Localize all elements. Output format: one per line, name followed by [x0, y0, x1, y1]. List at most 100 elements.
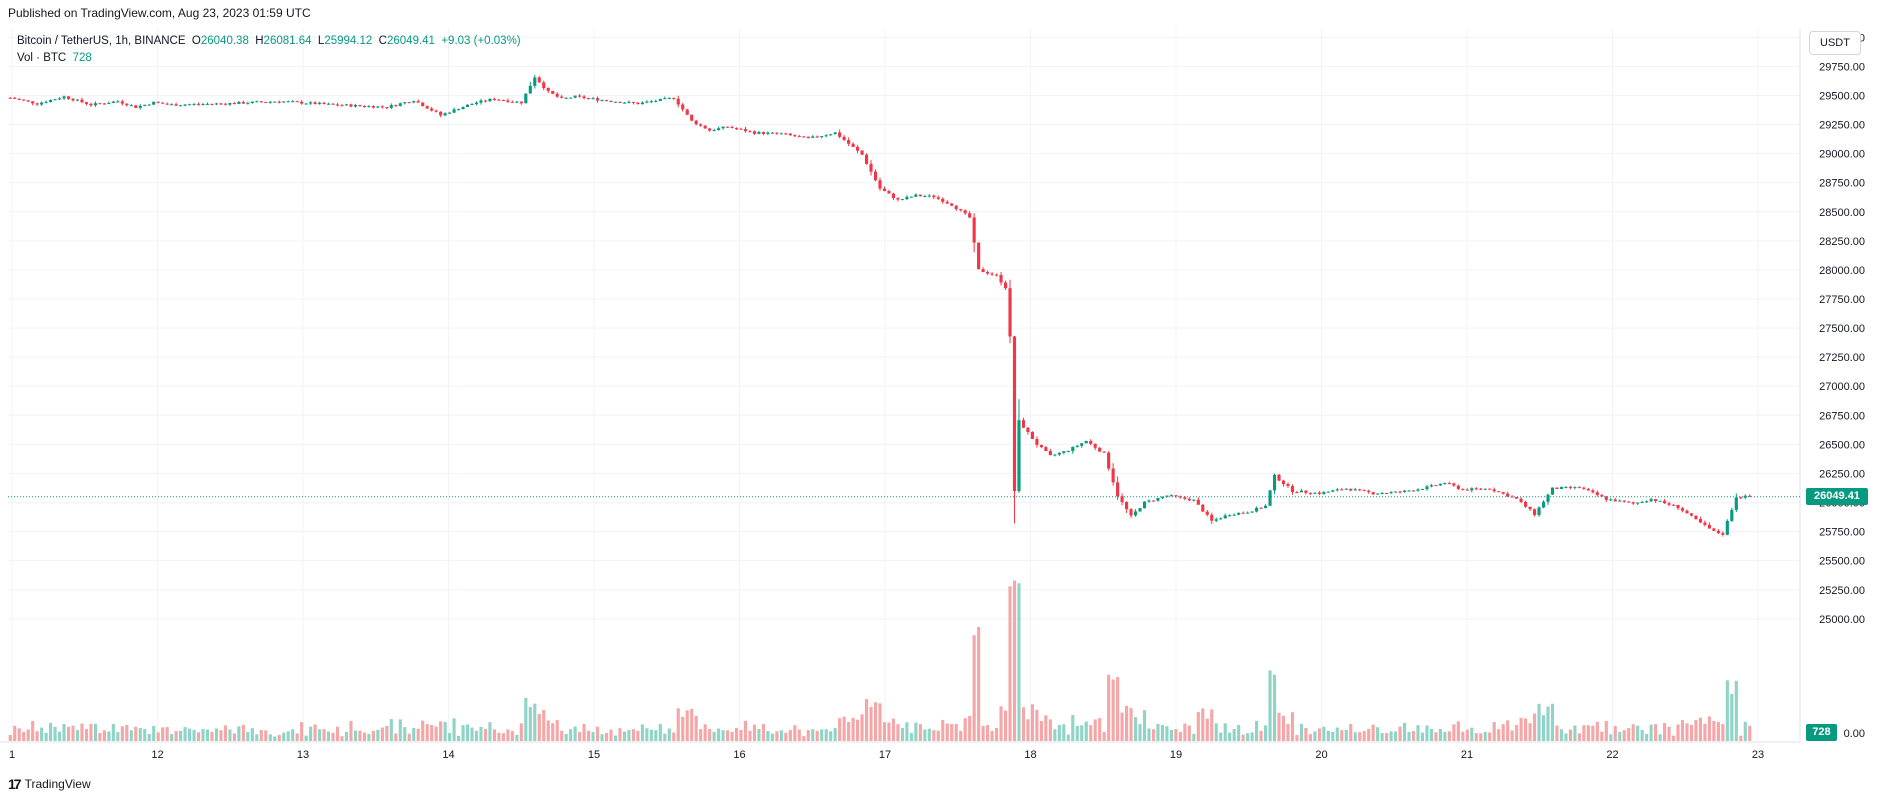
volume-bar: [1138, 724, 1142, 741]
candle-body: [1174, 495, 1178, 497]
candle-body: [1210, 514, 1214, 521]
candle-body: [1680, 508, 1685, 511]
x-tick-label: 20: [1315, 749, 1327, 761]
volume-bar: [775, 731, 779, 741]
published-caption: Published on TradingView.com, Aug 23, 20…: [8, 6, 311, 20]
volume-bar: [1595, 721, 1599, 741]
volume-bar: [600, 734, 604, 741]
candle-body: [483, 100, 488, 102]
volume-bar: [1434, 732, 1438, 741]
volume-bar: [1178, 732, 1182, 741]
volume-bar: [264, 730, 268, 741]
volume-bar: [1165, 726, 1169, 741]
candle-body: [788, 133, 792, 136]
candle-body: [708, 128, 712, 131]
candle-body: [335, 104, 340, 106]
candle-body: [219, 103, 223, 105]
y-tick-label: 26250.00: [1819, 468, 1865, 480]
candle-body: [1219, 518, 1223, 520]
candle-body: [277, 101, 281, 103]
volume-bar: [515, 734, 519, 741]
candle-body: [62, 96, 66, 99]
volume-bar: [1416, 725, 1420, 741]
candle-body: [1367, 490, 1371, 493]
candle-body: [1537, 507, 1541, 515]
candle-body: [730, 127, 734, 129]
volume-bar: [434, 726, 438, 741]
candle-body: [546, 88, 550, 91]
volume-bar: [1340, 730, 1344, 741]
candle-body: [1380, 493, 1384, 495]
candle-body: [1532, 509, 1537, 515]
candle-body: [273, 101, 277, 103]
volume-bar: [116, 732, 120, 741]
volume-bar: [1402, 722, 1407, 741]
candle-body: [143, 104, 147, 106]
volume-bar: [1066, 734, 1070, 741]
candle-body: [1703, 522, 1707, 525]
volume-bar: [766, 730, 770, 741]
candle-body: [1559, 487, 1564, 489]
candle-body: [551, 90, 555, 94]
volume-bar: [555, 720, 559, 741]
candle-body: [1232, 514, 1236, 516]
candle-body: [474, 102, 479, 105]
volume-bar: [335, 726, 340, 741]
volume-bar: [98, 733, 102, 741]
candle-body: [1707, 524, 1711, 529]
candle-body: [1178, 496, 1182, 498]
volume-bar: [1528, 723, 1532, 741]
volume-bar: [972, 635, 976, 741]
candle-body: [990, 273, 994, 275]
candle-body: [712, 130, 716, 132]
candle-body: [98, 103, 102, 105]
volume-bar: [524, 697, 528, 741]
volume-bar: [842, 716, 846, 741]
legend-close-label: C: [378, 35, 387, 47]
candle-body: [31, 101, 35, 104]
volume-bar: [1277, 712, 1281, 741]
candle-body: [1564, 486, 1568, 488]
tradingview-brand[interactable]: 17 TradingView: [8, 776, 91, 792]
volume-bar: [977, 626, 981, 741]
candle-body: [57, 98, 62, 100]
volume-bar: [75, 730, 80, 741]
candle-body: [66, 96, 71, 99]
candle-body: [950, 203, 954, 206]
volume-bar: [1214, 723, 1218, 741]
currency-unit-button[interactable]: USDT: [1809, 31, 1861, 55]
volume-bar: [1169, 729, 1173, 741]
volume-bar: [1510, 730, 1514, 741]
candle-body: [739, 128, 743, 130]
candle-body: [1259, 507, 1263, 509]
candle-body: [595, 98, 600, 101]
volume-bar: [71, 725, 75, 741]
candle-body: [1416, 489, 1420, 491]
candle-body: [936, 197, 940, 199]
volume-bar: [595, 726, 600, 741]
volume-bar: [228, 729, 232, 741]
candle-body: [93, 103, 97, 106]
candle-body: [542, 82, 546, 89]
candle-body: [1654, 499, 1658, 502]
candle-body: [1649, 499, 1653, 502]
candle-body: [237, 101, 241, 104]
volume-bar: [708, 728, 712, 741]
volume-bar: [1062, 724, 1066, 741]
candle-body: [326, 103, 331, 105]
volume-bar: [389, 719, 393, 741]
last-volume-tag: 728: [1806, 724, 1837, 741]
candle-body: [501, 99, 505, 101]
candle-body: [1465, 489, 1469, 491]
volume-bar: [1582, 725, 1586, 741]
candle-body: [896, 198, 900, 200]
candle-body: [1591, 490, 1595, 493]
candle-body: [1622, 500, 1626, 502]
candle-body: [1299, 490, 1303, 493]
candle-body: [353, 105, 358, 107]
volume-bar: [1376, 727, 1380, 741]
candle-body: [515, 101, 519, 103]
volume-bar: [309, 726, 313, 741]
candle-body: [1084, 440, 1088, 444]
